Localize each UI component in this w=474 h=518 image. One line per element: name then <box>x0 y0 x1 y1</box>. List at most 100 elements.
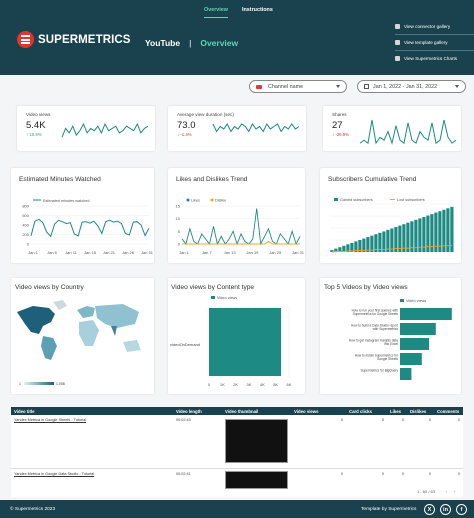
map-europe <box>77 306 95 318</box>
bar-gained <box>354 241 358 252</box>
prev-page-icon[interactable]: ‹ <box>445 489 448 494</box>
chart-title: Subscribers Cumulative Trend <box>328 176 417 183</box>
x-icon[interactable]: X <box>424 504 435 515</box>
x-tick-label: 6K <box>287 382 292 387</box>
x-tick-label: Jan 1 <box>179 250 190 255</box>
x-tick-label: Jan 6 <box>47 250 58 255</box>
video-length: 00:02:43 <box>176 418 191 422</box>
col-video-title[interactable]: Video title <box>14 408 35 414</box>
next-page-icon[interactable]: › <box>453 489 456 494</box>
date-range-filter[interactable]: Jan 1, 2022 - Jan 31, 2022 <box>357 80 466 93</box>
kpi-delta: ↓ -26.9% <box>332 132 349 137</box>
subscribers-bar-chart: Gained subscribers Lost subscribers <box>330 198 454 253</box>
y-tick-label: 0 <box>27 242 30 247</box>
y-tick-label: 200 <box>22 232 29 237</box>
map-india <box>111 326 117 336</box>
video-views: 0 <box>340 472 343 476</box>
bar-gained <box>346 244 350 252</box>
bar-gained <box>446 208 450 252</box>
bar-top5 <box>400 323 436 335</box>
dislikes: 0 <box>428 418 431 422</box>
y-tick-label: 400 <box>22 223 29 228</box>
linkedin-icon[interactable]: in <box>440 504 451 515</box>
x-tick-label: Jan 13 <box>224 250 237 255</box>
x-tick-label: Jan 25 <box>269 250 282 255</box>
map-north-america <box>17 306 55 334</box>
logo-text: SUPERMETRICS <box>38 33 131 46</box>
card-clicks: 0 <box>381 472 384 476</box>
y-tick-label: 10 <box>176 216 181 221</box>
table-row: Yandex Metrica in Google Sheets - Tutori… <box>11 415 463 469</box>
bar-gained <box>330 250 334 252</box>
bar-videoOnDemand <box>209 308 281 376</box>
series-line-likes <box>181 208 301 246</box>
col-dislikes[interactable]: Dislikes <box>410 408 427 414</box>
table-row: Yandex Metrica in Google Data Studio - T… <box>11 469 463 489</box>
template-gallery-link[interactable]: View template gallery <box>395 34 474 50</box>
map-legend-min: 1 <box>19 382 21 386</box>
bar-gained <box>430 214 434 252</box>
x-tick-label: 5K <box>273 382 278 387</box>
connector-gallery-link[interactable]: View connector gallery <box>395 18 474 34</box>
kpi-video-views: Video views 5.4K ↑ 10.9% <box>17 106 155 151</box>
supermetrics-logo-icon <box>17 31 34 48</box>
bar-top5 <box>400 368 412 380</box>
kpi-shares: Shares 27 ↓ -26.9% <box>323 106 461 151</box>
grid-icon <box>395 23 400 29</box>
bar-gained <box>390 228 394 252</box>
legend-swatch <box>400 299 404 302</box>
legend-swatch-dislike <box>210 198 214 202</box>
bar-gained <box>418 218 422 252</box>
bar-gained <box>394 227 398 252</box>
map-asia <box>95 304 139 328</box>
col-card-clicks[interactable]: Card clicks <box>349 408 372 414</box>
chart-title: Video views by Country <box>15 284 84 291</box>
kpi-value: 27 <box>332 120 343 131</box>
tab-instructions[interactable]: Instructions <box>241 7 273 13</box>
sparkline-path <box>359 119 457 145</box>
video-title[interactable]: Yandex Metrica in Google Data Studio - T… <box>14 472 95 476</box>
facebook-icon[interactable]: f <box>456 504 467 515</box>
video-title[interactable]: Yandex Metrica in Google Sheets - Tutori… <box>14 418 87 422</box>
video-thumbnail[interactable] <box>225 471 288 489</box>
chart-title: Top 5 Videos by Video views <box>324 284 408 291</box>
charts-link[interactable]: View Supermetrics Charts <box>395 50 474 66</box>
legend-label: Gained subscribers <box>340 198 373 202</box>
col-video-views[interactable]: Video views <box>294 408 319 414</box>
dislikes: 0 <box>428 472 431 476</box>
video-thumbnail[interactable] <box>225 419 288 463</box>
col-likes[interactable]: Likes <box>390 408 401 414</box>
kpi-value: 73.0 <box>177 120 196 131</box>
kpi-delta: ↑ 10.9% <box>26 132 42 137</box>
template-credit: Template by Supermetrics <box>361 507 417 512</box>
bar-gained <box>438 211 442 252</box>
bar-top5 <box>400 353 422 365</box>
sparkline-path <box>61 122 149 138</box>
kpi-label: Shares <box>332 112 347 117</box>
chart-title: Estimated Minutes Watched <box>19 176 101 183</box>
bar-gained <box>370 235 374 252</box>
content-type-bar-chart: Video views 0 1K 2K 3K 4K 5K 6K videoOnDemand <box>170 296 292 387</box>
col-comments[interactable]: Comments <box>437 408 460 414</box>
legend-swatch-likes <box>186 198 190 202</box>
likes: 0 <box>401 418 404 422</box>
top-nav: Overview Instructions <box>204 7 273 18</box>
legend-label: Lost subscribers <box>397 198 425 202</box>
channel-filter[interactable]: Channel name <box>249 80 347 93</box>
footer: © Supermetrics 2023 Template by Supermet… <box>0 500 474 518</box>
col-video-length[interactable]: Video length <box>176 408 202 414</box>
minutes-line-chart: Estimated minutes watched 800 600 400 200 0 Ja… <box>22 199 154 255</box>
col-video-thumbnail[interactable]: Video thumbnail <box>225 408 259 414</box>
x-tick-label: 4K <box>260 382 265 387</box>
likes-dislikes-chart: Likes and Dislikes Trend Likes Dislike 15 1… <box>168 168 305 263</box>
y-tick-label: 0 <box>178 242 181 247</box>
bar-gained <box>450 206 454 252</box>
calendar-icon <box>364 84 369 89</box>
bar-gained <box>442 209 446 252</box>
legend-label: Dislike <box>215 199 226 203</box>
series-line-dislike <box>182 240 300 245</box>
bar-top5 <box>400 308 452 320</box>
x-tick-label: Jan 31 <box>141 250 154 255</box>
map-legend-max: 1,008 <box>56 382 65 386</box>
tab-overview[interactable]: Overview <box>204 7 228 18</box>
